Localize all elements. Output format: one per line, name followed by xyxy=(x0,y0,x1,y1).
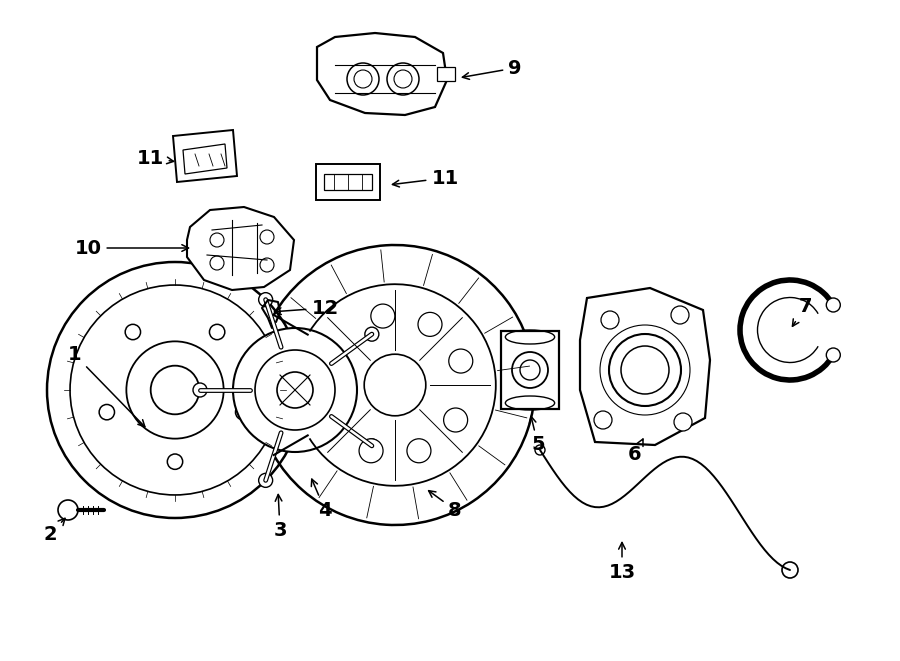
Text: 5: 5 xyxy=(529,416,544,455)
Circle shape xyxy=(354,70,372,88)
Circle shape xyxy=(210,256,224,270)
Circle shape xyxy=(418,313,442,336)
Circle shape xyxy=(512,352,548,388)
Circle shape xyxy=(621,346,669,394)
Circle shape xyxy=(371,304,395,328)
Text: 8: 8 xyxy=(428,490,462,520)
Text: 13: 13 xyxy=(608,543,635,582)
Circle shape xyxy=(520,360,540,380)
Text: 6: 6 xyxy=(628,439,643,465)
Circle shape xyxy=(277,372,313,408)
Circle shape xyxy=(258,473,273,487)
Circle shape xyxy=(364,327,379,341)
Circle shape xyxy=(782,562,798,578)
Circle shape xyxy=(671,306,689,324)
Circle shape xyxy=(364,354,426,416)
Text: 1: 1 xyxy=(68,346,145,427)
Circle shape xyxy=(826,298,841,312)
Circle shape xyxy=(609,334,681,406)
Polygon shape xyxy=(580,288,710,445)
Text: 10: 10 xyxy=(75,239,188,258)
Polygon shape xyxy=(173,130,237,182)
Text: 11: 11 xyxy=(137,149,174,167)
Circle shape xyxy=(594,411,612,429)
Circle shape xyxy=(444,408,468,432)
Polygon shape xyxy=(316,164,380,200)
Bar xyxy=(437,67,455,81)
Circle shape xyxy=(394,70,412,88)
Text: 9: 9 xyxy=(463,59,522,79)
Circle shape xyxy=(260,230,274,244)
Circle shape xyxy=(674,413,692,431)
Text: 7: 7 xyxy=(792,297,812,327)
Polygon shape xyxy=(317,33,447,115)
Text: 12: 12 xyxy=(274,299,338,317)
Bar xyxy=(501,331,559,409)
Circle shape xyxy=(210,233,224,247)
Circle shape xyxy=(364,439,379,453)
Circle shape xyxy=(347,63,379,95)
Circle shape xyxy=(407,439,431,463)
Circle shape xyxy=(826,348,841,362)
Text: 2: 2 xyxy=(43,518,65,545)
Circle shape xyxy=(601,311,619,329)
Circle shape xyxy=(255,350,335,430)
Text: 3: 3 xyxy=(274,494,287,539)
Circle shape xyxy=(233,328,357,452)
Circle shape xyxy=(193,383,207,397)
Circle shape xyxy=(387,63,419,95)
Text: 4: 4 xyxy=(311,479,332,520)
Circle shape xyxy=(260,258,274,272)
Circle shape xyxy=(449,349,473,373)
Circle shape xyxy=(258,293,273,307)
Text: 11: 11 xyxy=(392,169,459,188)
Circle shape xyxy=(359,439,383,463)
Polygon shape xyxy=(187,207,294,290)
